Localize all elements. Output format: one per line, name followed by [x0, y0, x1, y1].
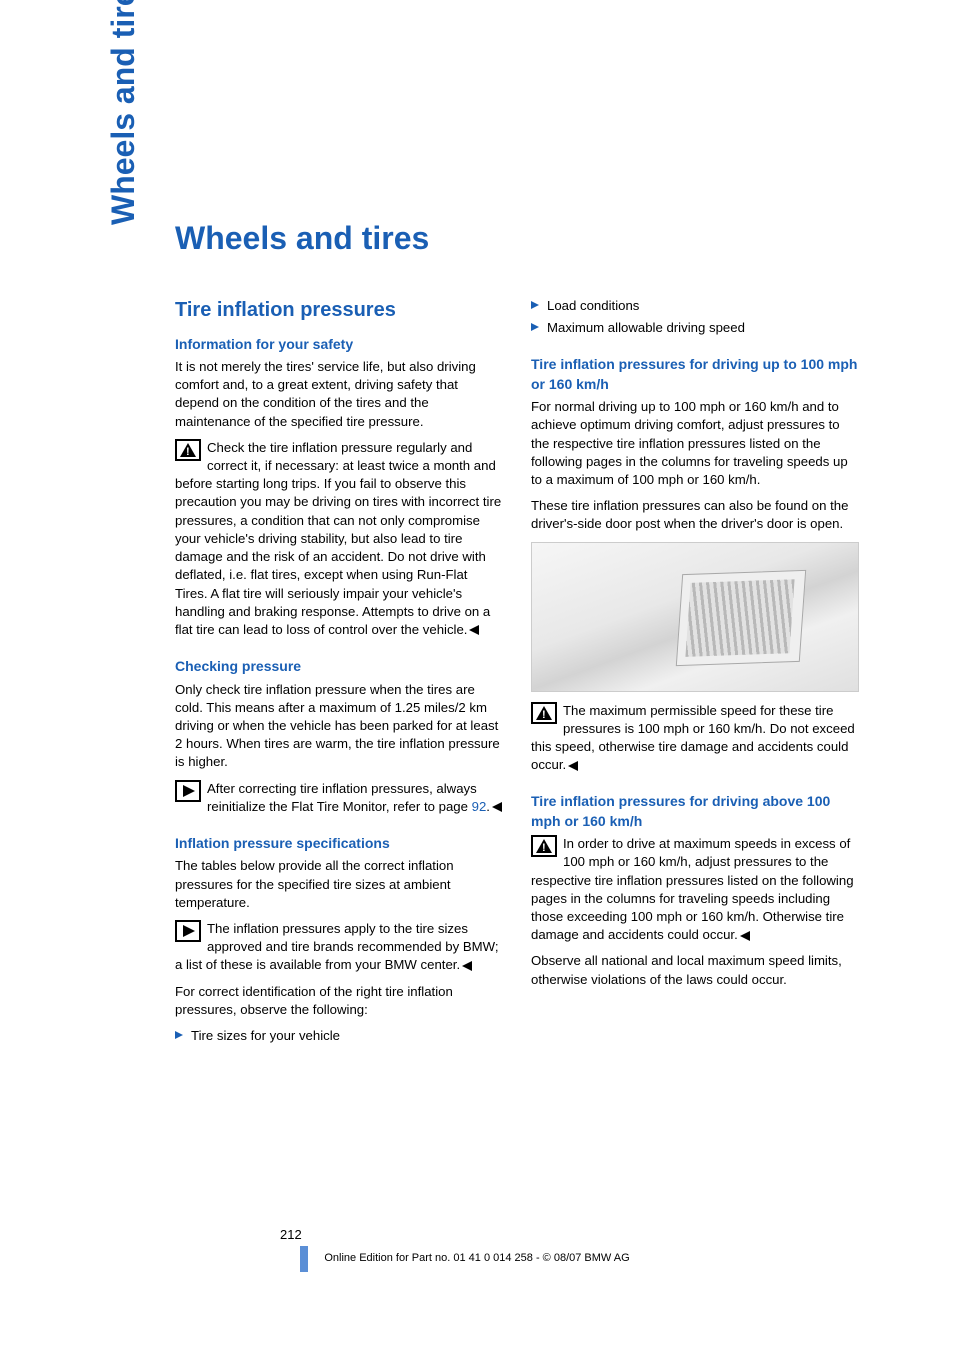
footer-text: Online Edition for Part no. 01 41 0 014 … [0, 1252, 954, 1264]
end-marker-icon [469, 625, 479, 635]
subheading-upto100: Tire inflation pressures for driving up … [531, 355, 859, 394]
column-left: Tire inflation pressures Information for… [175, 297, 503, 1049]
warning-icon [531, 835, 557, 857]
end-marker-icon [462, 961, 472, 971]
body-text: Only check tire inflation pressure when … [175, 681, 503, 772]
note-text: The inflation pressures apply to the tir… [175, 921, 499, 972]
subheading-safety: Information for your safety [175, 335, 503, 354]
note-icon [175, 780, 201, 802]
page-number: 212 [280, 1227, 302, 1242]
page-link[interactable]: 92 [472, 799, 487, 814]
warning-text: The maximum permissible speed for these … [531, 703, 855, 773]
body-text: For correct identification of the right … [175, 983, 503, 1019]
bullet-icon [175, 1031, 183, 1039]
list-item-text: Tire sizes for your vehicle [191, 1027, 340, 1045]
warning-callout: Check the tire inflation pressure regula… [175, 439, 503, 639]
warning-text: Check the tire inflation pressure regula… [175, 440, 501, 637]
note-callout: After correcting tire inflation pressure… [175, 780, 503, 816]
section-heading: Tire inflation pressures [175, 297, 503, 325]
body-text: It is not merely the tires' service life… [175, 358, 503, 431]
body-columns: Tire inflation pressures Information for… [175, 297, 864, 1049]
note-text-tail: . [486, 799, 490, 814]
end-marker-icon [492, 802, 502, 812]
list-item: Maximum allowable driving speed [531, 319, 859, 337]
warning-icon [531, 702, 557, 724]
body-text: The tables below provide all the correct… [175, 857, 503, 912]
body-text: Observe all national and local maximum s… [531, 952, 859, 988]
door-post-illustration [531, 542, 859, 692]
warning-icon [175, 439, 201, 461]
subheading-checking: Checking pressure [175, 657, 503, 676]
body-text: For normal driving up to 100 mph or 160 … [531, 398, 859, 489]
end-marker-icon [740, 931, 750, 941]
subheading-above100: Tire inflation pressures for driving abo… [531, 792, 859, 831]
page-title: Wheels and tires [175, 220, 864, 257]
subheading-specs: Inflation pressure specifications [175, 834, 503, 853]
body-text: These tire inflation pressures can also … [531, 497, 859, 533]
list-item-text: Load conditions [547, 297, 639, 315]
list-item: Tire sizes for your vehicle [175, 1027, 503, 1045]
warning-callout: The maximum permissible speed for these … [531, 702, 859, 775]
bullet-icon [531, 323, 539, 331]
warning-callout: In order to drive at maximum speeds in e… [531, 835, 859, 944]
column-right: Load conditions Maximum allowable drivin… [531, 297, 859, 1049]
note-icon [175, 920, 201, 942]
page: Wheels and tires Wheels and tires Tire i… [0, 0, 954, 1350]
end-marker-icon [568, 761, 578, 771]
note-callout: The inflation pressures apply to the tir… [175, 920, 503, 975]
warning-text: In order to drive at maximum speeds in e… [531, 836, 854, 942]
list-item-text: Maximum allowable driving speed [547, 319, 745, 337]
list-item: Load conditions [531, 297, 859, 315]
side-tab: Wheels and tires [105, 0, 142, 225]
note-text: After correcting tire inflation pressure… [207, 781, 477, 814]
bullet-icon [531, 301, 539, 309]
